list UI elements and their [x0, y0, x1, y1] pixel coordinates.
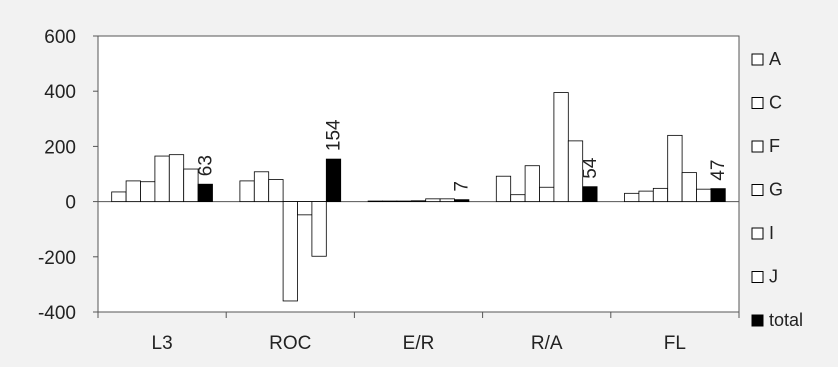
data-label-total: 63 [195, 155, 216, 176]
legend-label: G [769, 180, 783, 200]
bar-J-ROC [311, 201, 327, 257]
y-tick-label: -200 [38, 248, 76, 269]
data-labels: 63 154 7 54 47 [195, 119, 729, 192]
bar-A-E-R [367, 200, 383, 203]
bar-F-ROC [268, 179, 284, 203]
bar-I-L3 [168, 154, 185, 202]
bar-F-E-R [396, 200, 412, 203]
bar-G-R-A [539, 186, 555, 203]
bar-F-R-A [524, 165, 540, 203]
bar-J-FL [696, 188, 712, 202]
bar-F-FL [652, 187, 669, 203]
bar-C-R-A [510, 194, 526, 202]
bar-I-E-R [425, 198, 441, 202]
y-tick-label: 0 [65, 193, 76, 214]
bar-G-FL [667, 134, 683, 202]
y-tick-label: -400 [38, 303, 76, 324]
legend-label: total [769, 310, 803, 330]
bar-total-R-A [582, 186, 598, 202]
x-category-label: ROC [269, 333, 311, 354]
bar-J-R-A [567, 140, 584, 203]
legend-label: A [769, 49, 781, 69]
bar-G-L3 [154, 155, 170, 202]
bar-total-ROC [325, 158, 342, 202]
bar-I-FL [681, 172, 697, 202]
y-tick-label: 600 [44, 27, 76, 48]
legend-label: I [769, 223, 774, 243]
bar-G-E-R [410, 200, 427, 203]
data-label-total: 54 [580, 157, 601, 179]
plot-area [97, 35, 740, 313]
bar-C-E-R [382, 200, 398, 203]
bar-G-ROC [282, 201, 298, 302]
legend-label: J [769, 267, 778, 287]
bar-I-ROC [297, 201, 313, 216]
data-label-total: 7 [452, 181, 473, 192]
legend-label: C [769, 93, 782, 113]
bar-total-FL [710, 188, 726, 203]
bar-total-L3 [197, 183, 213, 203]
bars [111, 92, 726, 302]
bar-A-FL [624, 192, 640, 203]
legend-swatch [751, 271, 764, 283]
y-tick-label: 200 [44, 137, 76, 158]
legend-swatch [751, 314, 764, 327]
bar-total-E-R [454, 199, 470, 202]
x-category-label: FL [664, 333, 686, 354]
legend-swatch [751, 140, 764, 153]
legend-label: F [769, 136, 780, 156]
bar-C-FL [638, 190, 654, 202]
legend-swatch [751, 227, 764, 240]
x-category-label: L3 [152, 333, 173, 354]
bar-C-L3 [125, 180, 141, 202]
legend-swatch [751, 53, 764, 66]
y-axis: 600 400 200 0 -200 -400 [38, 27, 98, 324]
bar-A-R-A [495, 175, 512, 202]
data-label-total: 47 [708, 159, 729, 180]
legend-swatch [751, 184, 764, 196]
bar-J-E-R [439, 198, 455, 202]
y-tick-label: 400 [44, 82, 76, 103]
legend-swatch [751, 97, 764, 109]
data-label-total: 154 [324, 119, 345, 151]
bar-I-R-A [553, 92, 569, 202]
x-category-label: R/A [531, 333, 563, 354]
bar-F-L3 [140, 181, 156, 202]
x-category-label: E/R [403, 333, 435, 354]
bar-A-ROC [239, 180, 255, 202]
bar-A-L3 [111, 191, 127, 203]
bar-C-ROC [253, 171, 270, 203]
